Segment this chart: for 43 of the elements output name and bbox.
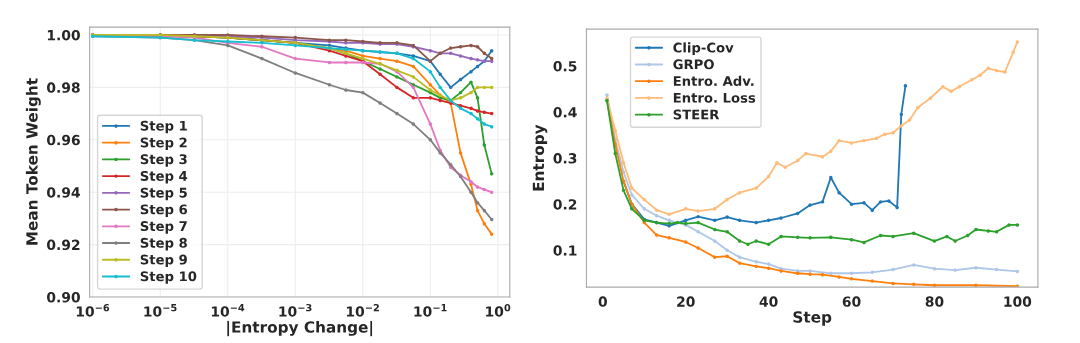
y-tick-label: 0.92 xyxy=(47,239,80,251)
legend-label: Step 7 xyxy=(140,221,187,234)
x-tick-label: 10$^{0}$ xyxy=(486,303,511,317)
x-axis-title: |Entropy Change| xyxy=(227,320,373,337)
y-tick-label: 0.98 xyxy=(47,82,80,93)
y-tick-label: 1.00 xyxy=(47,29,80,41)
y-axis-title: Mean Token Weight xyxy=(25,78,41,245)
y-axis-title: Entropy xyxy=(532,124,548,191)
x-tick-label: 20 xyxy=(677,296,695,307)
x-tick-label: 0 xyxy=(598,296,607,307)
legend-label: Step 4 xyxy=(140,170,188,184)
legend-label: Step 3 xyxy=(140,154,187,167)
x-tick-label: 10$^{−3}$ xyxy=(279,303,312,317)
legend-label: Step 9 xyxy=(140,254,187,268)
legend-label: Step 1 xyxy=(140,120,187,134)
legend-label: Clip-Cov xyxy=(673,42,734,56)
x-tick-label: 100 xyxy=(1004,296,1032,307)
legend-label: Step 8 xyxy=(140,237,187,251)
y-tick-label: 0.94 xyxy=(47,187,80,198)
y-tick-label: 0.96 xyxy=(47,134,80,146)
legend-label: STEER xyxy=(673,109,720,120)
y-tick-label: 0.90 xyxy=(47,292,80,303)
x-tick-label: 40 xyxy=(759,296,778,307)
x-tick-label: 10$^{−1}$ xyxy=(414,304,447,317)
x-tick-label: 60 xyxy=(842,296,861,307)
y-tick-label: 0.3 xyxy=(553,153,577,164)
x-tick-label: 10$^{−2}$ xyxy=(346,303,379,317)
legend-label: Step 5 xyxy=(140,187,187,201)
legend-label: GRPO xyxy=(673,59,714,70)
x-tick-label: 80 xyxy=(925,296,944,307)
legend-label: Step 2 xyxy=(140,137,187,151)
x-axis-title: Step xyxy=(793,311,832,326)
y-tick-label: 0.4 xyxy=(553,107,577,118)
y-tick-label: 0.1 xyxy=(553,245,577,256)
x-tick-label: 10$^{−5}$ xyxy=(144,304,177,317)
legend-label: Entro. Adv. xyxy=(673,75,754,87)
legend-label: Entro. Loss xyxy=(673,92,756,103)
x-tick-label: 10$^{−4}$ xyxy=(211,304,245,317)
legend-label: Step 6 xyxy=(140,204,188,217)
y-tick-label: 0.2 xyxy=(553,199,577,210)
legend-label: Step 10 xyxy=(140,271,197,284)
x-tick-label: 10$^{−6}$ xyxy=(76,303,110,317)
y-tick-label: 0.5 xyxy=(553,60,577,72)
